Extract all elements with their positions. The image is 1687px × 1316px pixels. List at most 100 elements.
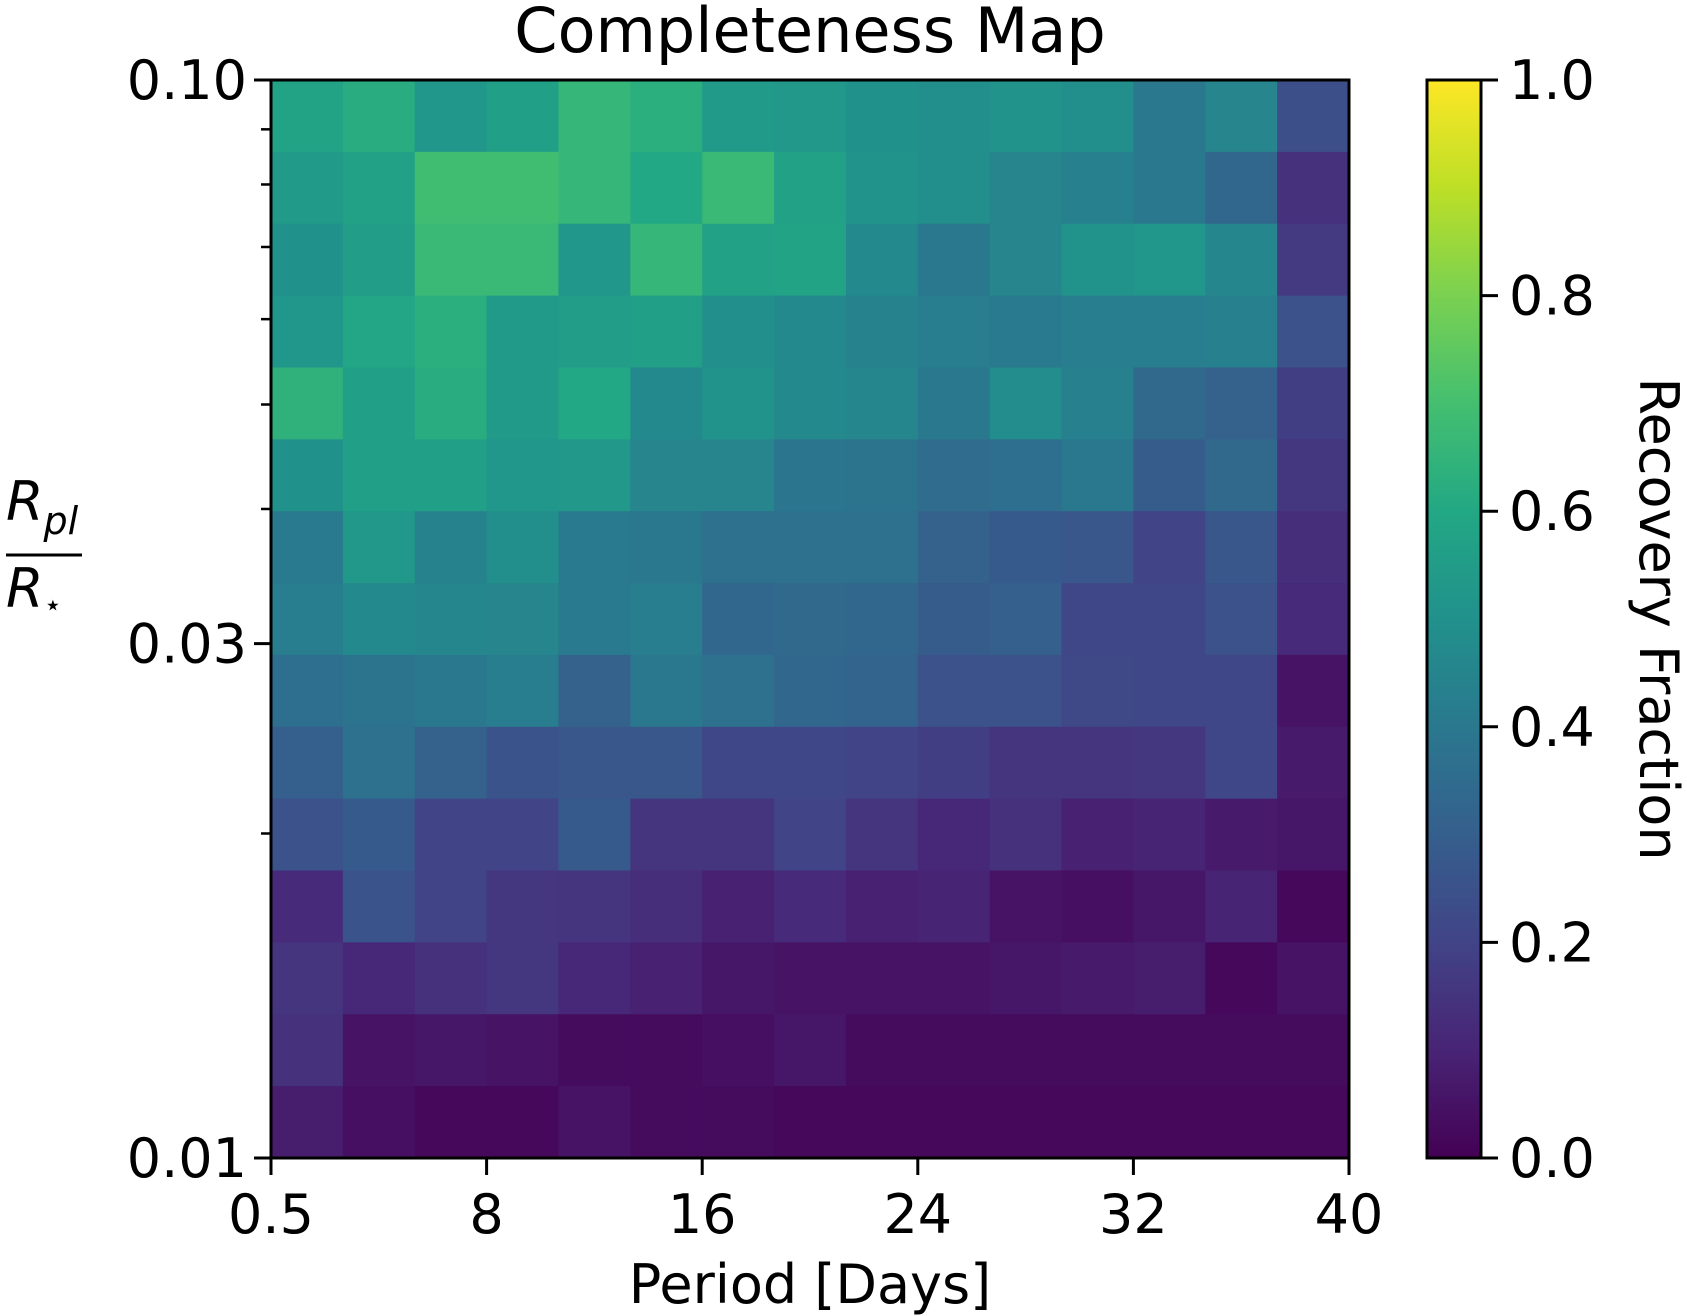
heatmap-cell — [486, 1086, 560, 1159]
heatmap-cell — [1133, 583, 1206, 656]
heatmap-cell — [774, 583, 847, 656]
x-tick-label: 32 — [1099, 1183, 1168, 1246]
heatmap-cell — [630, 583, 703, 656]
heatmap-cell — [414, 439, 488, 512]
heatmap-cell — [271, 1014, 344, 1087]
heatmap-cell — [1205, 295, 1278, 369]
heatmap-cell — [342, 223, 416, 297]
heatmap-cell — [702, 80, 775, 153]
heatmap-cell — [774, 1014, 847, 1087]
heatmap-cell — [702, 439, 775, 512]
heatmap-cell — [1205, 439, 1278, 512]
heatmap-cell — [989, 870, 1063, 943]
heatmap-cell — [1277, 942, 1350, 1015]
heatmap-cell — [917, 439, 991, 512]
y-label-denominator-sub: ⋆ — [44, 588, 63, 623]
x-tick-label: 24 — [883, 1183, 952, 1246]
heatmap-cell — [1133, 367, 1206, 440]
heatmap-cell — [1205, 367, 1278, 440]
svg-text:Rpl: Rpl — [6, 470, 79, 543]
heatmap-cell — [630, 1014, 703, 1087]
heatmap-cell — [702, 798, 775, 872]
heatmap-cell — [271, 583, 344, 656]
heatmap-cell — [917, 583, 991, 656]
heatmap-cell — [414, 80, 488, 153]
heatmap-cell — [774, 151, 847, 225]
heatmap-cell — [1205, 1014, 1278, 1087]
heatmap-cell — [1205, 151, 1278, 225]
heatmap-cell — [271, 798, 344, 872]
heatmap-cell — [630, 511, 703, 584]
heatmap-cell — [1133, 726, 1206, 800]
heatmap-cell — [630, 151, 703, 225]
colorbar-ticks: 0.0 0.2 0.4 0.6 0.8 1.0 — [1481, 49, 1595, 1190]
heatmap-cell — [1061, 1014, 1134, 1087]
heatmap-cell — [702, 151, 775, 225]
heatmap-cell — [630, 798, 703, 872]
heatmap-cell — [989, 80, 1063, 153]
heatmap-cell — [414, 151, 488, 225]
heatmap-cell — [1061, 367, 1134, 440]
heatmap-cell — [1061, 870, 1134, 943]
heatmap-cell — [917, 726, 991, 800]
heatmap-cell — [558, 439, 631, 512]
colorbar-tick-label: 1.0 — [1509, 49, 1595, 112]
heatmap-cell — [1061, 726, 1134, 800]
heatmap-cell — [702, 654, 775, 728]
heatmap-cell — [917, 80, 991, 153]
heatmap-cell — [989, 223, 1063, 297]
svg-text:R⋆: R⋆ — [6, 557, 62, 623]
heatmap-cell — [271, 942, 344, 1015]
heatmap-cell — [774, 367, 847, 440]
heatmap-cell — [414, 583, 488, 656]
y-tick-label: 0.03 — [127, 613, 247, 676]
heatmap-cell — [342, 367, 416, 440]
heatmap-cell — [271, 223, 344, 297]
heatmap-cell — [342, 726, 416, 800]
heatmap-cell — [989, 726, 1063, 800]
heatmap-cell — [1205, 654, 1278, 728]
y-label-denominator: R — [6, 557, 44, 620]
heatmap-cell — [1133, 80, 1206, 153]
heatmap-cell — [558, 798, 631, 872]
colorbar-tick-label: 0.4 — [1509, 696, 1595, 759]
heatmap-cell — [486, 726, 560, 800]
heatmap-cell — [1205, 870, 1278, 943]
heatmap-cell — [702, 1014, 775, 1087]
heatmap-cell — [1277, 1086, 1350, 1159]
heatmap-cell — [1277, 511, 1350, 584]
heatmap-cell — [1061, 151, 1134, 225]
heatmap-cell — [845, 80, 919, 153]
heatmap-cell — [845, 583, 919, 656]
heatmap-cell — [989, 798, 1063, 872]
heatmap-cell — [989, 942, 1063, 1015]
heatmap-cell — [917, 870, 991, 943]
heatmap-cell — [702, 511, 775, 584]
heatmap-cell — [1133, 439, 1206, 512]
heatmap-cell — [845, 726, 919, 800]
heatmap-cell — [845, 798, 919, 872]
heatmap-cell — [1277, 654, 1350, 728]
heatmap-cell — [271, 511, 344, 584]
heatmap-cell — [558, 870, 631, 943]
heatmap-cell — [1133, 151, 1206, 225]
heatmap-cell — [702, 583, 775, 656]
heatmap-cell — [1133, 798, 1206, 872]
heatmap-cell — [989, 295, 1063, 369]
heatmap-cell — [630, 1086, 703, 1159]
heatmap-cell — [917, 942, 991, 1015]
heatmap-cell — [414, 798, 488, 872]
heatmap-cell — [271, 726, 344, 800]
heatmap-cell — [989, 367, 1063, 440]
heatmap-cell — [342, 511, 416, 584]
heatmap-cell — [558, 942, 631, 1015]
heatmap-cell — [1205, 511, 1278, 584]
heatmap-cell — [486, 511, 560, 584]
heatmap-cell — [414, 870, 488, 943]
heatmap-cell — [1061, 654, 1134, 728]
heatmap-cell — [845, 367, 919, 440]
heatmap-cell — [630, 942, 703, 1015]
heatmap-cell — [414, 367, 488, 440]
heatmap-cell — [271, 439, 344, 512]
heatmap-cell — [845, 942, 919, 1015]
